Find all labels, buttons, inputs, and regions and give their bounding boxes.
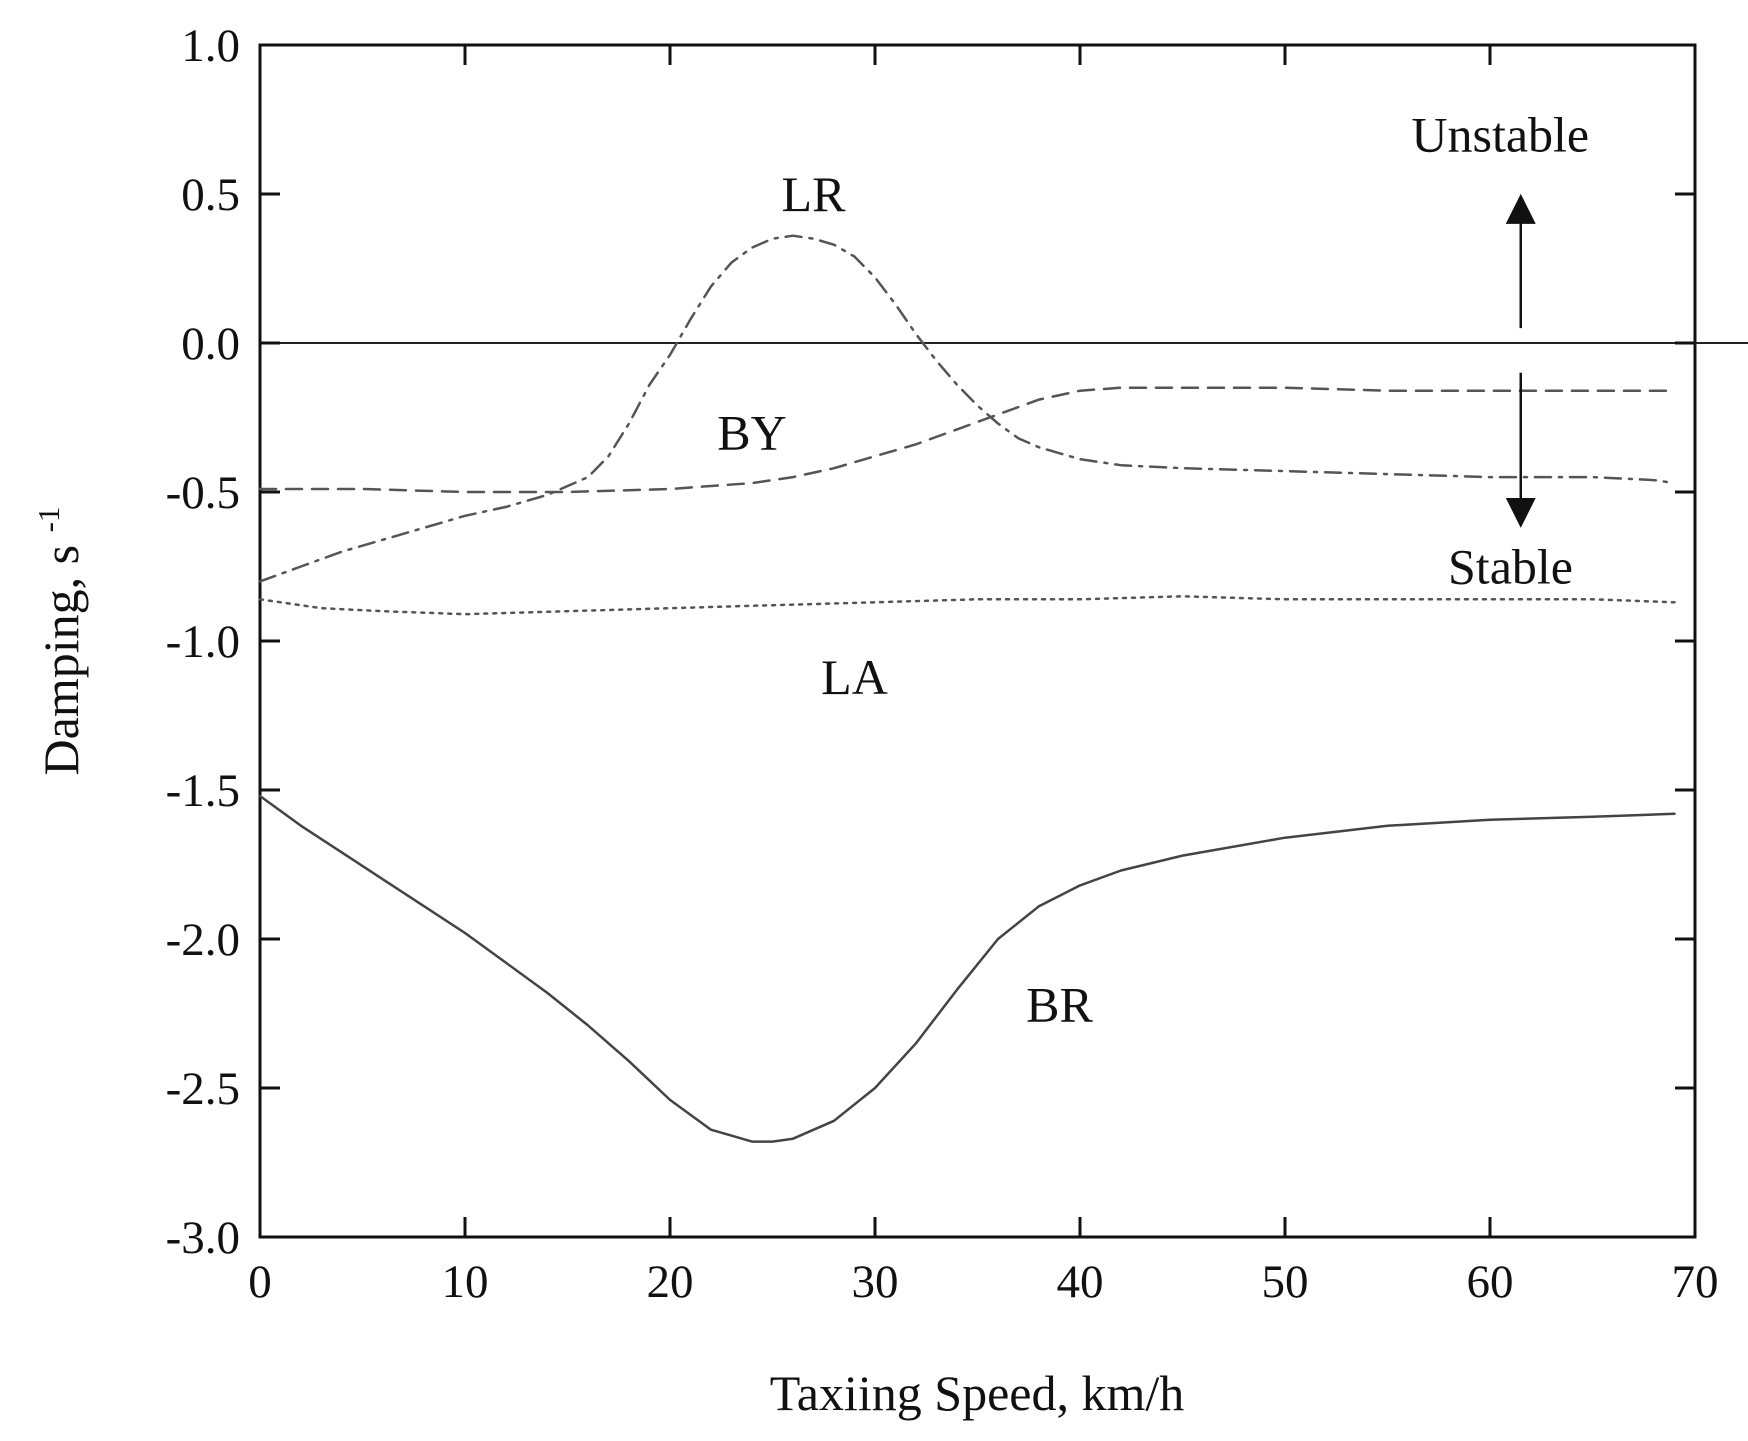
x-tick-label: 70 bbox=[1672, 1256, 1719, 1308]
y-tick-label: -1.5 bbox=[166, 765, 240, 817]
x-tick-label: 10 bbox=[442, 1256, 489, 1308]
y-axis-title: Damping, s -1 bbox=[31, 507, 89, 776]
series-line-by bbox=[258, 386, 1676, 494]
series-label-lr: LR bbox=[782, 166, 847, 222]
y-tick-label: 0.0 bbox=[181, 318, 240, 370]
stable-label: Stable bbox=[1448, 539, 1573, 595]
series-line-lr bbox=[258, 234, 1676, 583]
x-tick-label: 30 bbox=[852, 1256, 899, 1308]
plot-frame bbox=[258, 43, 1697, 1239]
y-tick-label: -2.0 bbox=[166, 914, 240, 966]
series-line-la bbox=[258, 595, 1676, 616]
y-tick-label: -3.0 bbox=[166, 1212, 240, 1264]
x-axis-title: Taxiing Speed, km/h bbox=[770, 1365, 1185, 1421]
y-axis-title-superscript: -1 bbox=[31, 507, 66, 533]
series-label-br: BR bbox=[1026, 977, 1093, 1033]
series-group bbox=[258, 234, 1676, 1143]
x-tick-label: 60 bbox=[1467, 1256, 1514, 1308]
y-tick-label: -1.0 bbox=[166, 616, 240, 668]
y-axis-title-main: Damping, s bbox=[33, 545, 89, 776]
y-tick-label: 1.0 bbox=[181, 20, 240, 72]
x-tick-label: 0 bbox=[248, 1256, 272, 1308]
y-axis-ticks: 1.0 0.5 0.0 -0.5 -1.0 -1.5 -2.0 -2.5 -3.0 bbox=[166, 20, 1695, 1264]
plot-area bbox=[258, 43, 1697, 1239]
series-line-br bbox=[258, 794, 1676, 1143]
unstable-label: Unstable bbox=[1411, 106, 1589, 162]
y-tick-label: -2.5 bbox=[166, 1063, 240, 1115]
y-tick-label: -0.5 bbox=[166, 467, 240, 519]
x-tick-label: 20 bbox=[647, 1256, 694, 1308]
x-tick-label: 50 bbox=[1262, 1256, 1309, 1308]
y-tick-label: 0.5 bbox=[181, 169, 240, 221]
series-label-group: LR BY LA BR bbox=[717, 166, 1093, 1033]
annotation-group: Unstable Stable bbox=[1411, 106, 1589, 594]
x-axis-ticks: 0 10 20 30 40 50 60 70 bbox=[248, 45, 1719, 1308]
series-label-la: LA bbox=[821, 649, 888, 705]
x-tick-label: 40 bbox=[1057, 1256, 1104, 1308]
series-label-by: BY bbox=[717, 404, 786, 460]
